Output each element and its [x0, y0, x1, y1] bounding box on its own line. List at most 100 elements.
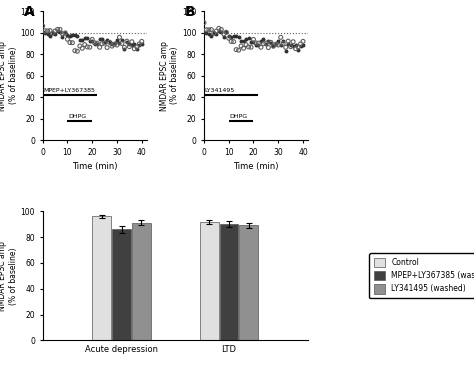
- Point: [46, 28, 54, 34]
- Point: [118, 37, 126, 43]
- Point: [284, 41, 292, 47]
- Y-axis label: NMDAR EPSC amp
(% of baseline): NMDAR EPSC amp (% of baseline): [160, 41, 179, 111]
- Point: [138, 41, 146, 47]
- Point: [128, 42, 136, 48]
- Point: [277, 34, 284, 40]
- Point: [274, 42, 282, 48]
- Point: [120, 44, 128, 50]
- Point: [255, 40, 262, 46]
- Point: [292, 46, 300, 52]
- Point: [287, 44, 294, 50]
- Point: [128, 39, 136, 45]
- Bar: [220, 224, 238, 340]
- Point: [116, 34, 123, 40]
- Point: [73, 48, 81, 54]
- Point: [98, 41, 106, 47]
- Text: A: A: [24, 5, 35, 18]
- Point: [252, 42, 260, 48]
- Point: [230, 33, 237, 38]
- Point: [83, 44, 91, 50]
- Point: [289, 39, 297, 45]
- Point: [56, 27, 64, 33]
- Y-axis label: NMDAR EPSC amp
(% of baseline): NMDAR EPSC amp (% of baseline): [0, 241, 18, 311]
- Point: [61, 30, 69, 36]
- Point: [208, 27, 215, 33]
- Point: [71, 48, 79, 54]
- Point: [284, 38, 292, 44]
- Point: [76, 37, 83, 43]
- Y-axis label: NMDAR EPSC amp
(% of baseline): NMDAR EPSC amp (% of baseline): [0, 41, 18, 111]
- Point: [245, 44, 252, 50]
- Point: [93, 41, 101, 47]
- Point: [220, 34, 228, 40]
- Point: [215, 26, 223, 31]
- Point: [297, 43, 304, 49]
- Point: [69, 31, 76, 37]
- Point: [242, 42, 250, 48]
- X-axis label: Time (min): Time (min): [72, 162, 118, 171]
- Point: [44, 28, 51, 34]
- Point: [260, 36, 267, 42]
- Point: [76, 43, 83, 49]
- Point: [294, 44, 302, 50]
- Legend: Control, MPEP+LY367385 (washed), LY341495 (washed): Control, MPEP+LY367385 (washed), LY34149…: [369, 253, 474, 298]
- Point: [136, 42, 143, 48]
- Point: [111, 41, 118, 47]
- Point: [91, 41, 99, 47]
- Point: [252, 40, 260, 46]
- Point: [41, 28, 49, 34]
- Point: [83, 35, 91, 41]
- Point: [120, 46, 128, 52]
- Point: [237, 38, 245, 44]
- Point: [93, 40, 101, 46]
- Point: [71, 32, 79, 38]
- Point: [39, 29, 46, 35]
- Point: [86, 38, 93, 44]
- Point: [247, 44, 255, 50]
- Point: [218, 27, 225, 33]
- Point: [133, 44, 141, 50]
- Point: [96, 44, 103, 50]
- Point: [294, 47, 302, 53]
- Point: [111, 40, 118, 46]
- Point: [235, 34, 242, 40]
- Point: [264, 45, 272, 51]
- Point: [240, 38, 247, 44]
- Point: [250, 37, 257, 43]
- Point: [235, 47, 242, 53]
- Point: [108, 41, 116, 47]
- Point: [106, 38, 113, 44]
- Bar: [239, 225, 258, 340]
- Point: [59, 31, 66, 37]
- Text: LY341495: LY341495: [205, 88, 235, 93]
- Point: [46, 33, 54, 39]
- Point: [222, 29, 230, 35]
- Point: [212, 31, 220, 37]
- Point: [51, 31, 59, 37]
- Text: DHPG: DHPG: [68, 114, 86, 119]
- Point: [86, 44, 93, 50]
- Point: [202, 30, 210, 36]
- Point: [64, 31, 71, 37]
- Point: [299, 42, 307, 48]
- Point: [279, 38, 287, 44]
- Point: [270, 43, 277, 49]
- Point: [123, 38, 131, 44]
- Point: [96, 37, 103, 43]
- Point: [56, 29, 64, 35]
- X-axis label: Time (min): Time (min): [233, 162, 279, 171]
- Point: [69, 40, 76, 46]
- Point: [79, 45, 86, 51]
- Text: B: B: [185, 5, 196, 18]
- Point: [208, 33, 215, 39]
- Point: [64, 36, 71, 42]
- Point: [220, 31, 228, 37]
- Point: [126, 44, 133, 50]
- Point: [54, 28, 61, 34]
- Point: [262, 41, 270, 47]
- Point: [299, 38, 307, 44]
- Bar: [132, 223, 151, 340]
- Point: [101, 40, 109, 46]
- Point: [81, 36, 89, 41]
- Point: [297, 41, 304, 47]
